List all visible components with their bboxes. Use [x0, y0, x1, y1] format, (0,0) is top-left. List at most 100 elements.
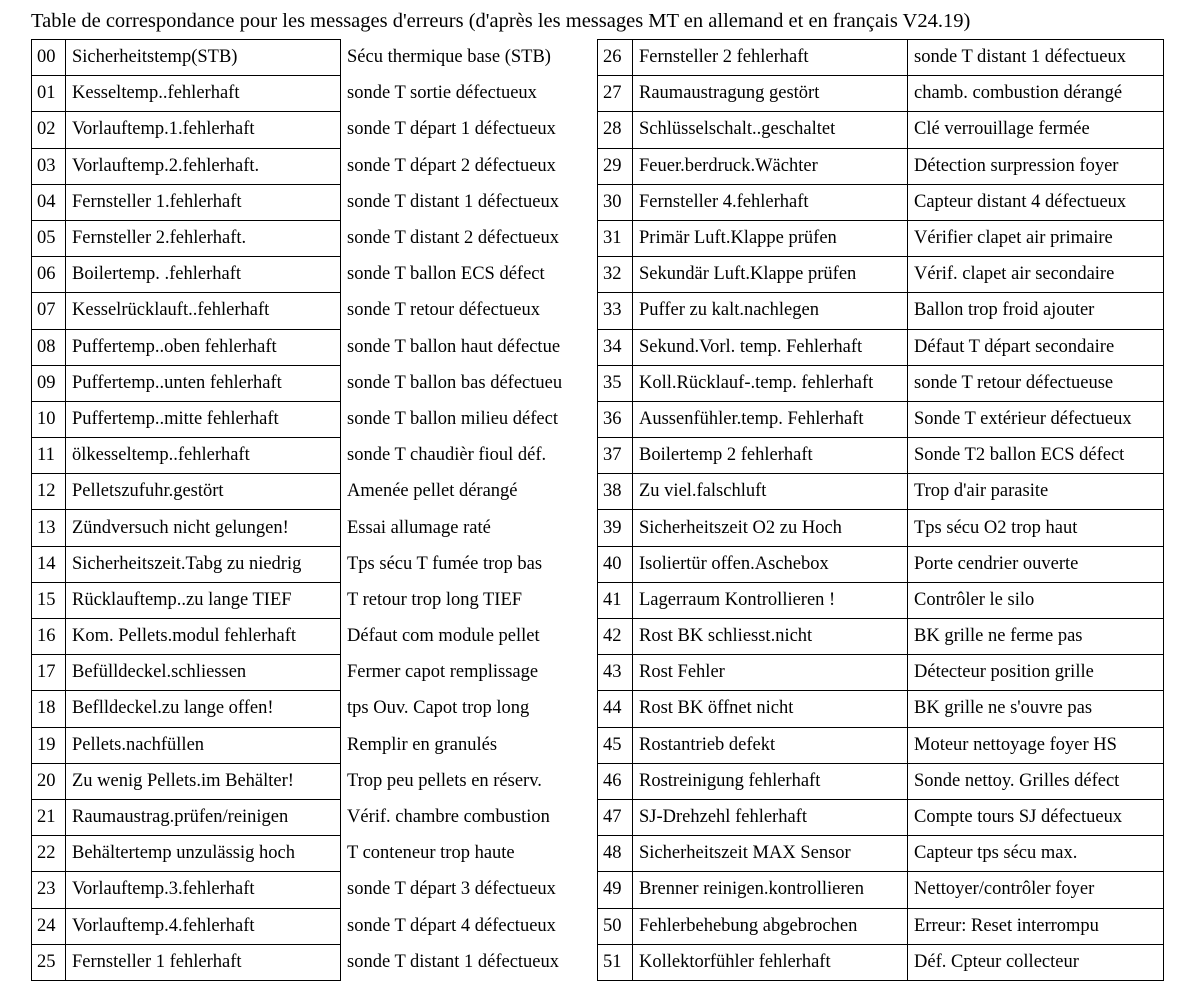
error-code-cell: 12 — [31, 473, 66, 511]
german-message-cell: Zu viel.falschluft — [632, 473, 908, 511]
french-message-cell: sonde T chaudièr fioul déf. — [347, 445, 547, 466]
german-message-cell: Fernsteller 1 fehlerhaft — [65, 943, 341, 981]
error-table-left: 00 Sicherheitstemp(STB) Sécu thermique bas… — [31, 38, 593, 981]
french-message-cell: sonde T départ 2 défectueux — [347, 155, 556, 176]
french-message-cell: T retour trop long TIEF — [347, 589, 523, 610]
table-row: 41 Lagerraum Kontrollieren ! Contrôler le … — [597, 581, 1164, 620]
german-message-cell: Koll.Rücklauf-.temp. fehlerhaft — [632, 364, 908, 402]
table-row: 15 Rücklauftemp..zu lange TIEF T retour tr… — [31, 581, 593, 620]
error-code-cell: 14 — [31, 545, 66, 583]
error-code-cell: 39 — [597, 509, 633, 547]
table-row: 39 Sicherheitszeit O2 zu Hoch Tps sécu O2 … — [597, 509, 1164, 547]
table-row: 34 Sekund.Vorl. temp. Fehlerhaft Défaut T … — [597, 328, 1164, 366]
error-code-cell: 44 — [597, 690, 633, 728]
german-message-cell: Kom. Pellets.modul fehlerhaft — [65, 617, 341, 656]
error-code-cell: 06 — [31, 256, 66, 294]
error-code-cell: 30 — [597, 183, 633, 221]
error-code-cell: 07 — [31, 292, 66, 330]
table-row: 02 Vorlauftemp.1.fehlerhaft sonde T départ… — [31, 111, 593, 149]
french-message-cell: Compte tours SJ défectueux — [907, 798, 1164, 837]
error-code-cell: 27 — [597, 75, 633, 113]
table-row: 17 Befülldeckel.schliessen Fermer capot re… — [31, 654, 593, 692]
german-message-cell: Rostreinigung fehlerhaft — [632, 762, 908, 800]
french-message-cell: Défaut T départ secondaire — [907, 328, 1164, 366]
german-message-cell: Sicherheitszeit O2 zu Hoch — [632, 509, 908, 547]
german-message-cell: Isoliertür offen.Aschebox — [632, 545, 908, 583]
french-message-cell: Vérif. chambre combustion — [347, 807, 550, 828]
german-message-cell: Fernsteller 2.fehlerhaft. — [65, 219, 341, 258]
error-code-cell: 33 — [597, 292, 633, 330]
error-code-cell: 38 — [597, 473, 633, 511]
french-message-cell: Sonde T2 ballon ECS défect — [907, 437, 1164, 475]
french-message-cell: Tps sécu O2 trop haut — [907, 509, 1164, 547]
error-code-cell: 37 — [597, 437, 633, 475]
table-row: 23 Vorlauftemp.3.fehlerhaft sonde T départ… — [31, 871, 593, 909]
french-message-cell: Capteur distant 4 défectueux — [907, 183, 1164, 221]
error-code-cell: 00 — [31, 38, 66, 77]
table-row: 32 Sekundär Luft.Klappe prüfen Vérif. clap… — [597, 256, 1164, 294]
error-code-cell: 34 — [597, 328, 633, 366]
table-row: 03 Vorlauftemp.2.fehlerhaft. sonde T dépar… — [31, 147, 593, 185]
table-row: 10 Puffertemp..mitte fehlerhaft sonde T ba… — [31, 400, 593, 439]
french-message-cell: Remplir en granulés — [347, 734, 498, 755]
german-message-cell: Pellets.nachfüllen — [65, 726, 341, 764]
error-code-cell: 28 — [597, 111, 633, 149]
french-message-cell: chamb. combustion dérangé — [907, 75, 1164, 113]
german-message-cell: Kesselrücklauft..fehlerhaft — [65, 292, 341, 330]
german-message-cell: Zu wenig Pellets.im Behälter! — [65, 762, 341, 800]
german-message-cell: Fernsteller 1.fehlerhaft — [65, 183, 341, 221]
french-message-cell: BK grille ne s'ouvre pas — [907, 690, 1164, 728]
french-message-cell: Fermer capot remplissage — [347, 662, 539, 683]
french-message-cell: sonde T sortie défectueux — [347, 83, 537, 104]
error-code-cell: 42 — [597, 617, 633, 656]
table-row: 19 Pellets.nachfüllen Remplir en granulés — [31, 726, 593, 764]
french-message-cell: sonde T distant 1 défectueux — [907, 38, 1164, 77]
error-code-cell: 35 — [597, 364, 633, 402]
table-row: 49 Brenner reinigen.kontrollieren Nettoyer… — [597, 871, 1164, 909]
french-message-cell: sonde T ballon ECS défect — [347, 264, 545, 285]
french-message-cell: sonde T distant 1 défectueux — [347, 951, 560, 972]
error-code-cell: 23 — [31, 871, 66, 909]
error-code-cell: 25 — [31, 943, 66, 981]
table-row: 04 Fernsteller 1.fehlerhaft sonde T distan… — [31, 183, 593, 221]
german-message-cell: Pelletszufuhr.gestört — [65, 473, 341, 511]
error-code-cell: 36 — [597, 400, 633, 439]
table-row: 26 Fernsteller 2 fehlerhaft sonde T distan… — [597, 38, 1164, 77]
table-row: 37 Boilertemp 2 fehlerhaft Sonde T2 ballon… — [597, 437, 1164, 475]
german-message-cell: Rost BK schliesst.nicht — [632, 617, 908, 656]
german-message-cell: Behältertemp unzulässig hoch — [65, 835, 341, 873]
french-message-cell: Détecteur position grille — [907, 654, 1164, 692]
german-message-cell: Raumaustragung gestört — [632, 75, 908, 113]
french-message-cell: sonde T distant 1 défectueux — [347, 191, 560, 212]
table-row: 12 Pelletszufuhr.gestört Amenée pellet dér… — [31, 473, 593, 511]
error-code-cell: 17 — [31, 654, 66, 692]
error-code-cell: 10 — [31, 400, 66, 439]
german-message-cell: Vorlauftemp.1.fehlerhaft — [65, 111, 341, 149]
french-message-cell: Nettoyer/contrôler foyer — [907, 871, 1164, 909]
table-row: 40 Isoliertür offen.Aschebox Porte cendrie… — [597, 545, 1164, 583]
table-row: 31 Primär Luft.Klappe prüfen Vérifier clap… — [597, 219, 1164, 258]
german-message-cell: Sicherheitszeit.Tabg zu niedrig — [65, 545, 341, 583]
table-row: 14 Sicherheitszeit.Tabg zu niedrig Tps séc… — [31, 545, 593, 583]
table-row: 33 Puffer zu kalt.nachlegen Ballon trop fr… — [597, 292, 1164, 330]
table-row: 48 Sicherheitszeit MAX Sensor Capteur tps … — [597, 835, 1164, 873]
french-message-cell: Déf. Cpteur collecteur — [907, 943, 1164, 981]
left-table-body: 00 Sicherheitstemp(STB) Sécu thermique bas… — [31, 38, 593, 981]
german-message-cell: Feuer.berdruck.Wächter — [632, 147, 908, 185]
table-row: 16 Kom. Pellets.modul fehlerhaft Défaut co… — [31, 617, 593, 656]
french-message-cell: Trop d'air parasite — [907, 473, 1164, 511]
french-message-cell: sonde T retour défectueux — [347, 300, 540, 321]
french-message-cell: sonde T départ 3 défectueux — [347, 879, 556, 900]
french-message-cell: sonde T départ 1 défectueux — [347, 119, 556, 140]
error-code-cell: 49 — [597, 871, 633, 909]
german-message-cell: Sicherheitszeit MAX Sensor — [632, 835, 908, 873]
table-row: 21 Raumaustrag.prüfen/reinigen Vérif. cham… — [31, 798, 593, 837]
french-message-cell: sonde T distant 2 défectueux — [347, 228, 560, 249]
german-message-cell: Zündversuch nicht gelungen! — [65, 509, 341, 547]
error-code-cell: 04 — [31, 183, 66, 221]
error-code-cell: 51 — [597, 943, 633, 981]
german-message-cell: Kollektorfühler fehlerhaft — [632, 943, 908, 981]
right-table-body: 26 Fernsteller 2 fehlerhaft sonde T distan… — [597, 38, 1164, 981]
table-row: 43 Rost Fehler Détecteur position grille — [597, 654, 1164, 692]
error-code-cell: 15 — [31, 581, 66, 620]
